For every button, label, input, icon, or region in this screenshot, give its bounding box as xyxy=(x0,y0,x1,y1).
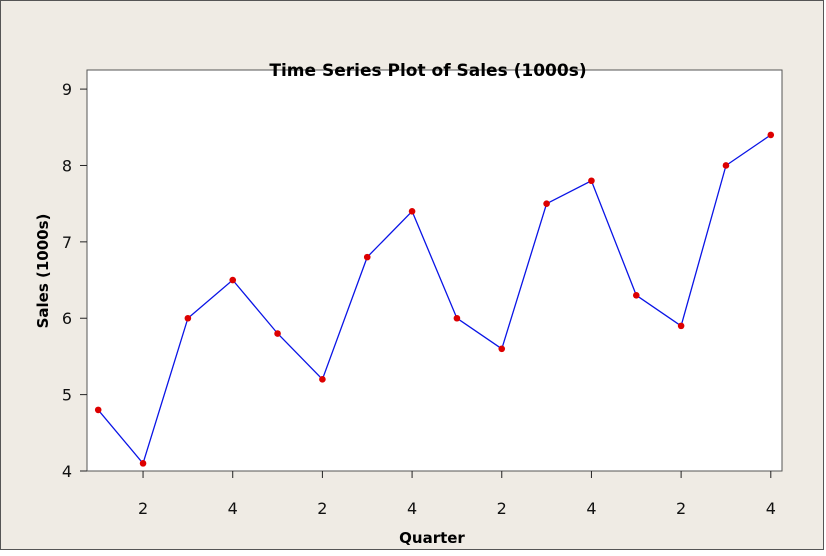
series-markers xyxy=(94,131,775,467)
data-point xyxy=(722,162,730,169)
data-point xyxy=(453,314,461,322)
x-tick-label: 2 xyxy=(676,499,686,518)
y-axis-title: Sales (1000s) xyxy=(34,214,52,329)
data-point xyxy=(588,177,595,185)
y-tick-label: 4 xyxy=(62,462,72,481)
x-tick-label: 2 xyxy=(317,499,327,518)
x-tick-label: 4 xyxy=(407,499,417,518)
data-point xyxy=(94,406,102,414)
data-point xyxy=(677,322,685,330)
x-tick-label: 4 xyxy=(228,499,238,518)
data-point xyxy=(767,131,775,139)
data-point xyxy=(274,330,281,337)
data-point xyxy=(498,345,506,353)
data-point xyxy=(184,314,192,322)
x-axis: 2 4 2 4 2 4 2 4 xyxy=(138,471,776,518)
x-tick-label: 4 xyxy=(766,499,776,518)
chart-title: Time Series Plot of Sales (1000s) xyxy=(269,61,586,81)
data-point xyxy=(543,200,550,207)
data-point xyxy=(632,292,640,299)
y-tick-label: 7 xyxy=(62,233,72,252)
x-tick-label: 2 xyxy=(138,499,148,518)
data-point xyxy=(319,376,326,383)
series-line xyxy=(97,134,772,465)
x-axis-title: Quarter xyxy=(399,529,465,547)
x-tick-label: 4 xyxy=(586,499,596,518)
y-tick-label: 9 xyxy=(62,80,72,99)
data-point xyxy=(229,276,237,284)
data-point xyxy=(139,460,147,467)
y-tick-label: 8 xyxy=(62,156,72,175)
data-point xyxy=(363,253,371,261)
y-tick-label: 6 xyxy=(62,309,72,328)
data-point xyxy=(408,208,416,215)
plot-area xyxy=(86,69,783,472)
y-axis: 4 5 6 7 8 9 xyxy=(62,80,87,481)
x-tick-label: 2 xyxy=(497,499,507,518)
y-tick-label: 5 xyxy=(62,386,72,405)
series-lines xyxy=(97,134,772,465)
